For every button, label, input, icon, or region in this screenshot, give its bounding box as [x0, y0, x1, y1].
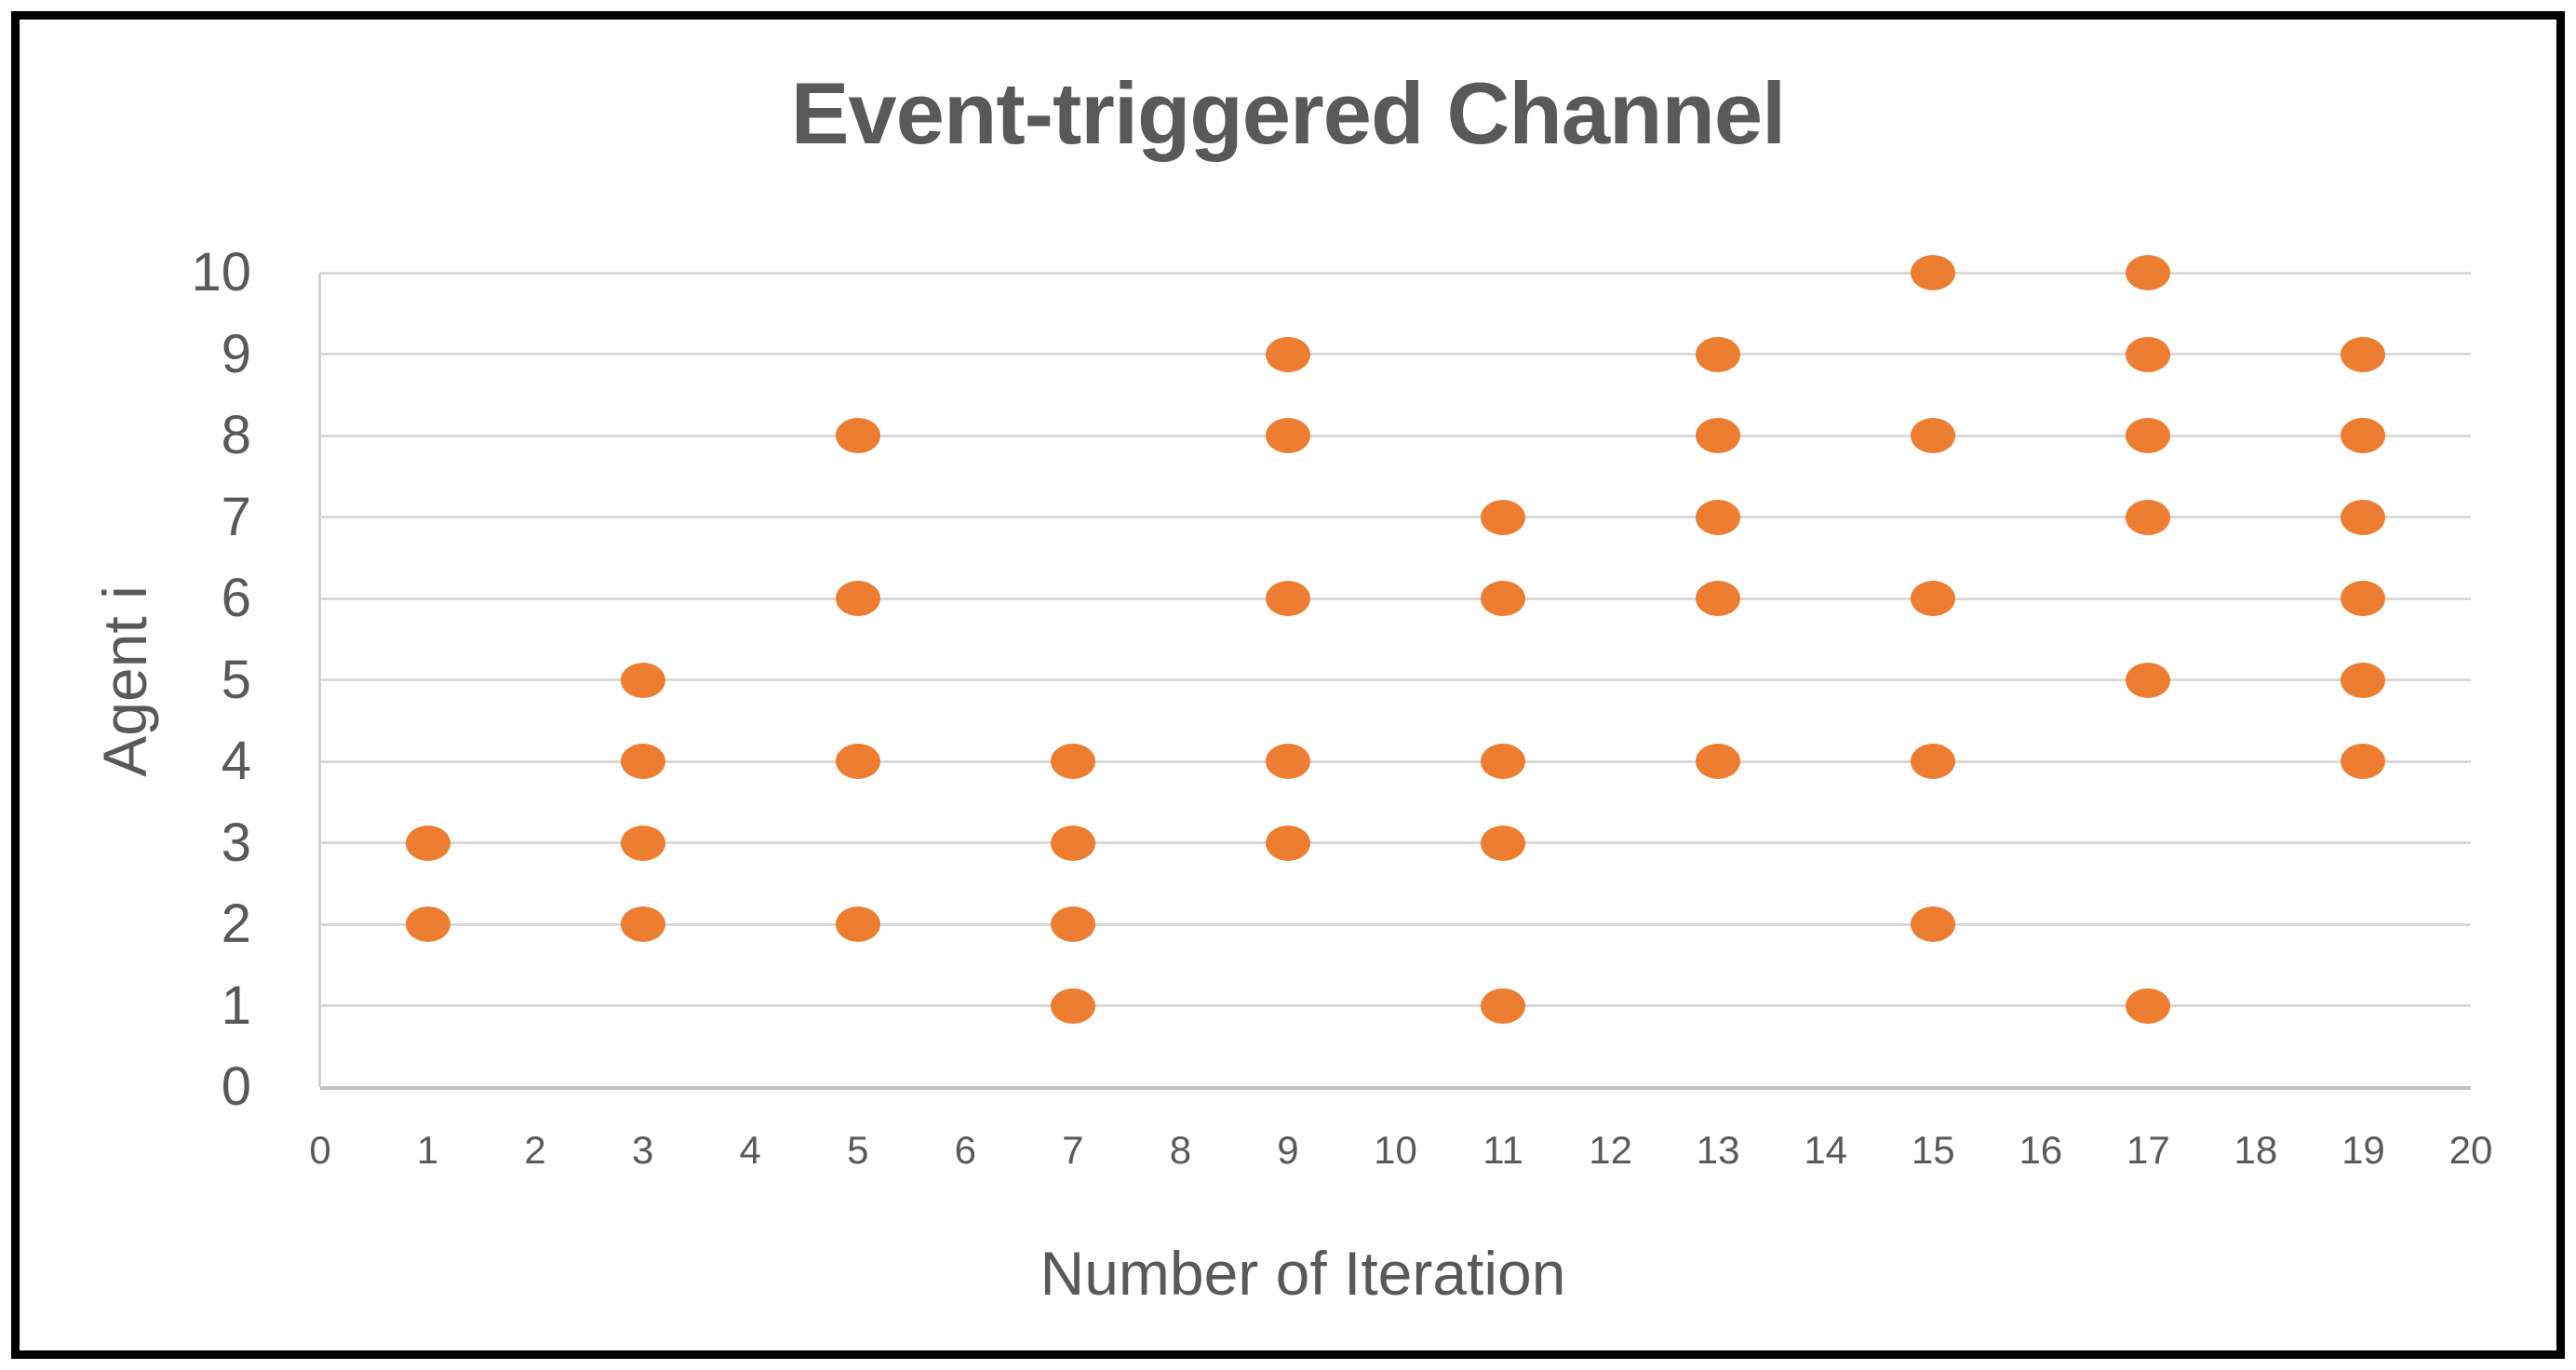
x-tick-label: 6: [954, 1128, 976, 1172]
y-tick-label: 0: [221, 1056, 251, 1117]
y-tick-label: 8: [221, 405, 251, 465]
data-point: [1911, 581, 1956, 616]
x-tick-label: 18: [2234, 1128, 2278, 1172]
data-point: [1911, 418, 1956, 453]
data-point: [835, 907, 880, 942]
data-point: [405, 907, 450, 942]
data-point: [1265, 581, 1310, 616]
x-tick-label: 5: [847, 1128, 869, 1172]
data-point: [620, 662, 665, 698]
plot-area: [318, 255, 2471, 1090]
data-point: [620, 744, 665, 779]
data-point: [2126, 662, 2171, 698]
y-tick-label: 9: [221, 323, 251, 384]
data-point: [1481, 825, 1526, 861]
y-tick-label: 4: [221, 731, 251, 791]
data-point: [2341, 662, 2386, 698]
x-tick-label: 16: [2019, 1128, 2063, 1172]
x-tick-label: 11: [1483, 1128, 1523, 1172]
data-point: [2341, 581, 2386, 616]
x-tick-label: 15: [1911, 1128, 1955, 1172]
x-tick-label: 12: [1589, 1128, 1632, 1172]
chart-title: Event-triggered Channel: [790, 64, 1787, 162]
x-tick-label: 1: [416, 1128, 439, 1172]
data-point: [2126, 336, 2171, 372]
data-point: [1265, 825, 1310, 861]
x-tick-label: 2: [524, 1128, 546, 1172]
x-tick-label: 4: [739, 1128, 761, 1172]
x-tick-label: 0: [309, 1128, 331, 1172]
data-point: [1050, 825, 1095, 861]
data-point: [1481, 744, 1526, 779]
data-point: [2126, 418, 2171, 453]
data-point: [1265, 418, 1310, 453]
x-tick-label: 3: [631, 1128, 654, 1172]
data-point: [1050, 744, 1095, 779]
data-point: [1696, 336, 1741, 372]
data-point: [2126, 499, 2171, 535]
x-tick-label: 17: [2126, 1128, 2170, 1172]
x-axis-line: [320, 1085, 2471, 1090]
data-point: [2341, 336, 2386, 372]
data-point: [835, 581, 880, 616]
x-tick-label: 20: [2449, 1128, 2493, 1172]
data-point: [2341, 744, 2386, 779]
data-point: [1911, 907, 1956, 942]
data-point: [1696, 418, 1741, 453]
y-tick-label: 2: [221, 893, 251, 954]
gridline: [320, 516, 2471, 518]
gridline: [320, 841, 2471, 844]
y-axis-line: [318, 273, 321, 1087]
data-point: [835, 744, 880, 779]
gridline: [320, 353, 2471, 356]
y-tick-label: 7: [221, 486, 251, 547]
x-tick-label: 7: [1062, 1128, 1084, 1172]
gridline: [320, 1004, 2471, 1007]
data-point: [1050, 987, 1095, 1024]
gridline: [320, 759, 2471, 763]
data-point: [1696, 744, 1741, 779]
y-tick-label: 1: [221, 974, 251, 1036]
x-tick-label: 8: [1169, 1128, 1192, 1172]
data-point: [1911, 255, 1956, 290]
data-point: [1911, 744, 1956, 779]
data-point: [1696, 499, 1741, 535]
x-tick-label: 14: [1804, 1128, 1848, 1172]
data-point: [2341, 499, 2386, 535]
gridline: [320, 434, 2471, 437]
x-tick-label: 9: [1277, 1128, 1299, 1172]
data-point: [1481, 581, 1526, 616]
data-point: [620, 825, 665, 861]
x-tick-label: 19: [2341, 1128, 2385, 1172]
data-point: [1481, 987, 1526, 1024]
gridline: [320, 678, 2471, 681]
gridline: [320, 597, 2471, 600]
data-point: [1050, 907, 1095, 942]
data-point: [620, 907, 665, 942]
gridline: [320, 271, 2471, 275]
gridline: [320, 922, 2471, 926]
x-axis-title: Number of Iteration: [1040, 1239, 1566, 1308]
data-point: [1265, 744, 1310, 779]
y-tick-label: 6: [221, 568, 251, 628]
y-tick-label: 5: [221, 649, 251, 710]
data-point: [2341, 418, 2386, 453]
data-point: [2126, 987, 2171, 1024]
y-tick-label: 3: [221, 812, 251, 873]
data-point: [405, 825, 450, 861]
y-tick-label: 10: [191, 242, 251, 302]
data-point: [1696, 581, 1741, 616]
data-point: [1265, 336, 1310, 372]
data-point: [2126, 255, 2171, 290]
x-tick-label: 10: [1374, 1128, 1417, 1172]
x-tick-label: 13: [1696, 1128, 1740, 1172]
data-point: [835, 418, 880, 453]
data-point: [1481, 499, 1526, 535]
